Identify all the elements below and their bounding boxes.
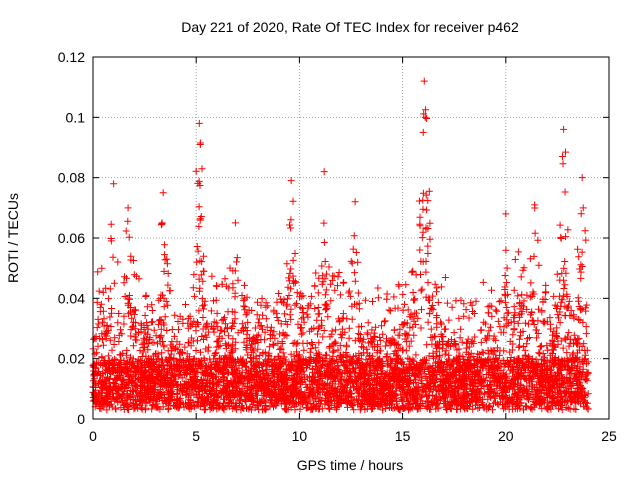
y-tick-label: 0.12: [58, 49, 85, 65]
x-tick-label: 25: [601, 428, 617, 444]
data-point: [419, 128, 427, 136]
x-tick-label: 15: [395, 428, 411, 444]
x-tick-label: 5: [192, 428, 200, 444]
y-tick-label: 0.1: [66, 109, 86, 125]
x-tick-label: 0: [89, 428, 97, 444]
data-point: [287, 177, 295, 185]
data-point: [502, 210, 510, 218]
y-tick-label: 0.02: [58, 351, 85, 367]
data-point: [195, 119, 203, 127]
chart-title: Day 221 of 2020, Rate Of TEC Index for r…: [181, 19, 519, 35]
data-point: [124, 204, 132, 212]
data-point: [320, 168, 328, 176]
data-point: [579, 204, 587, 212]
data-point: [421, 113, 429, 121]
data-point: [196, 140, 204, 148]
data-points: [89, 77, 592, 414]
y-tick-label: 0.08: [58, 170, 85, 186]
scatter-point-cloud: [89, 106, 592, 414]
x-axis-label: GPS time / hours: [297, 457, 404, 473]
data-point: [110, 180, 118, 188]
y-tick-label: 0.04: [58, 290, 85, 306]
data-point: [351, 198, 359, 206]
x-tick-label: 20: [498, 428, 514, 444]
x-tick-label: 10: [292, 428, 308, 444]
data-point: [578, 174, 586, 182]
data-point: [560, 125, 568, 133]
y-tick-label: 0.06: [58, 230, 85, 246]
data-point: [531, 201, 539, 209]
data-point: [231, 219, 239, 227]
data-point: [559, 153, 567, 161]
y-axis-label: ROTI / TECUs: [5, 193, 21, 283]
data-point: [420, 77, 428, 85]
axis-ticks: 0 5 10 15 20 25 0 0.02 0.04 0.06 0.08 0.1 0.12: [58, 49, 617, 444]
data-point: [159, 189, 167, 197]
y-tick-label: 0: [77, 411, 85, 427]
